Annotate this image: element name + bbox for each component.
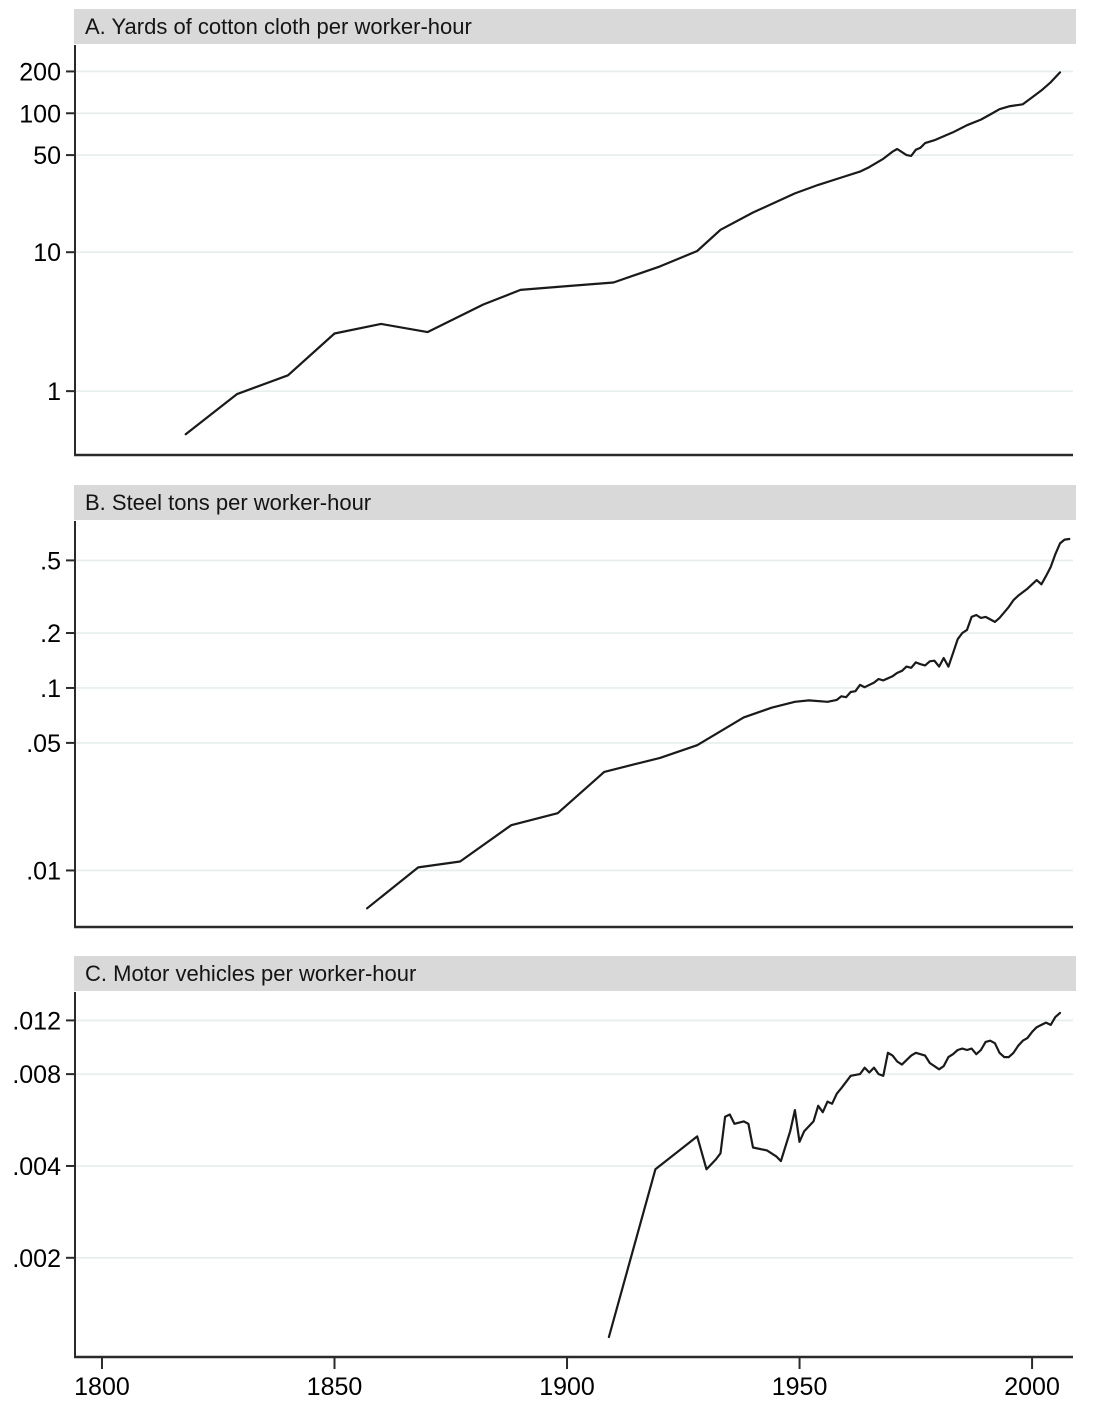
- x-tick-label: 1850: [307, 1373, 363, 1401]
- y-tick-label: .012: [12, 1007, 61, 1035]
- y-tick-label: 50: [33, 142, 61, 170]
- y-tick-label: 10: [33, 239, 61, 267]
- y-tick-label: .01: [26, 857, 61, 885]
- y-tick-label: .008: [12, 1061, 61, 1089]
- series-line-motor-vehicles: [607, 1011, 1062, 1339]
- x-tick-label: 1900: [539, 1373, 595, 1401]
- series-line-cotton: [184, 71, 1062, 436]
- y-tick-label: 200: [19, 58, 61, 86]
- x-tick-label: 2000: [1004, 1373, 1060, 1401]
- y-tick-label: .1: [40, 675, 61, 703]
- y-tick-label: .05: [26, 730, 61, 758]
- y-tick-label: .5: [40, 547, 61, 575]
- y-tick-label: .004: [12, 1153, 61, 1181]
- y-tick-label: 1: [47, 378, 61, 406]
- panel-b-title: B. Steel tons per worker-hour: [74, 485, 1076, 520]
- x-tick-label: 1950: [772, 1373, 828, 1401]
- y-tick-label: 100: [19, 100, 61, 128]
- y-tick-label: .002: [12, 1245, 61, 1273]
- panel-c-title: C. Motor vehicles per worker-hour: [74, 956, 1076, 991]
- x-tick-label: 1800: [74, 1373, 130, 1401]
- y-tick-label: .2: [40, 620, 61, 648]
- series-line-steel: [366, 537, 1071, 910]
- panel-a-title: A. Yards of cotton cloth per worker-hour: [74, 9, 1076, 44]
